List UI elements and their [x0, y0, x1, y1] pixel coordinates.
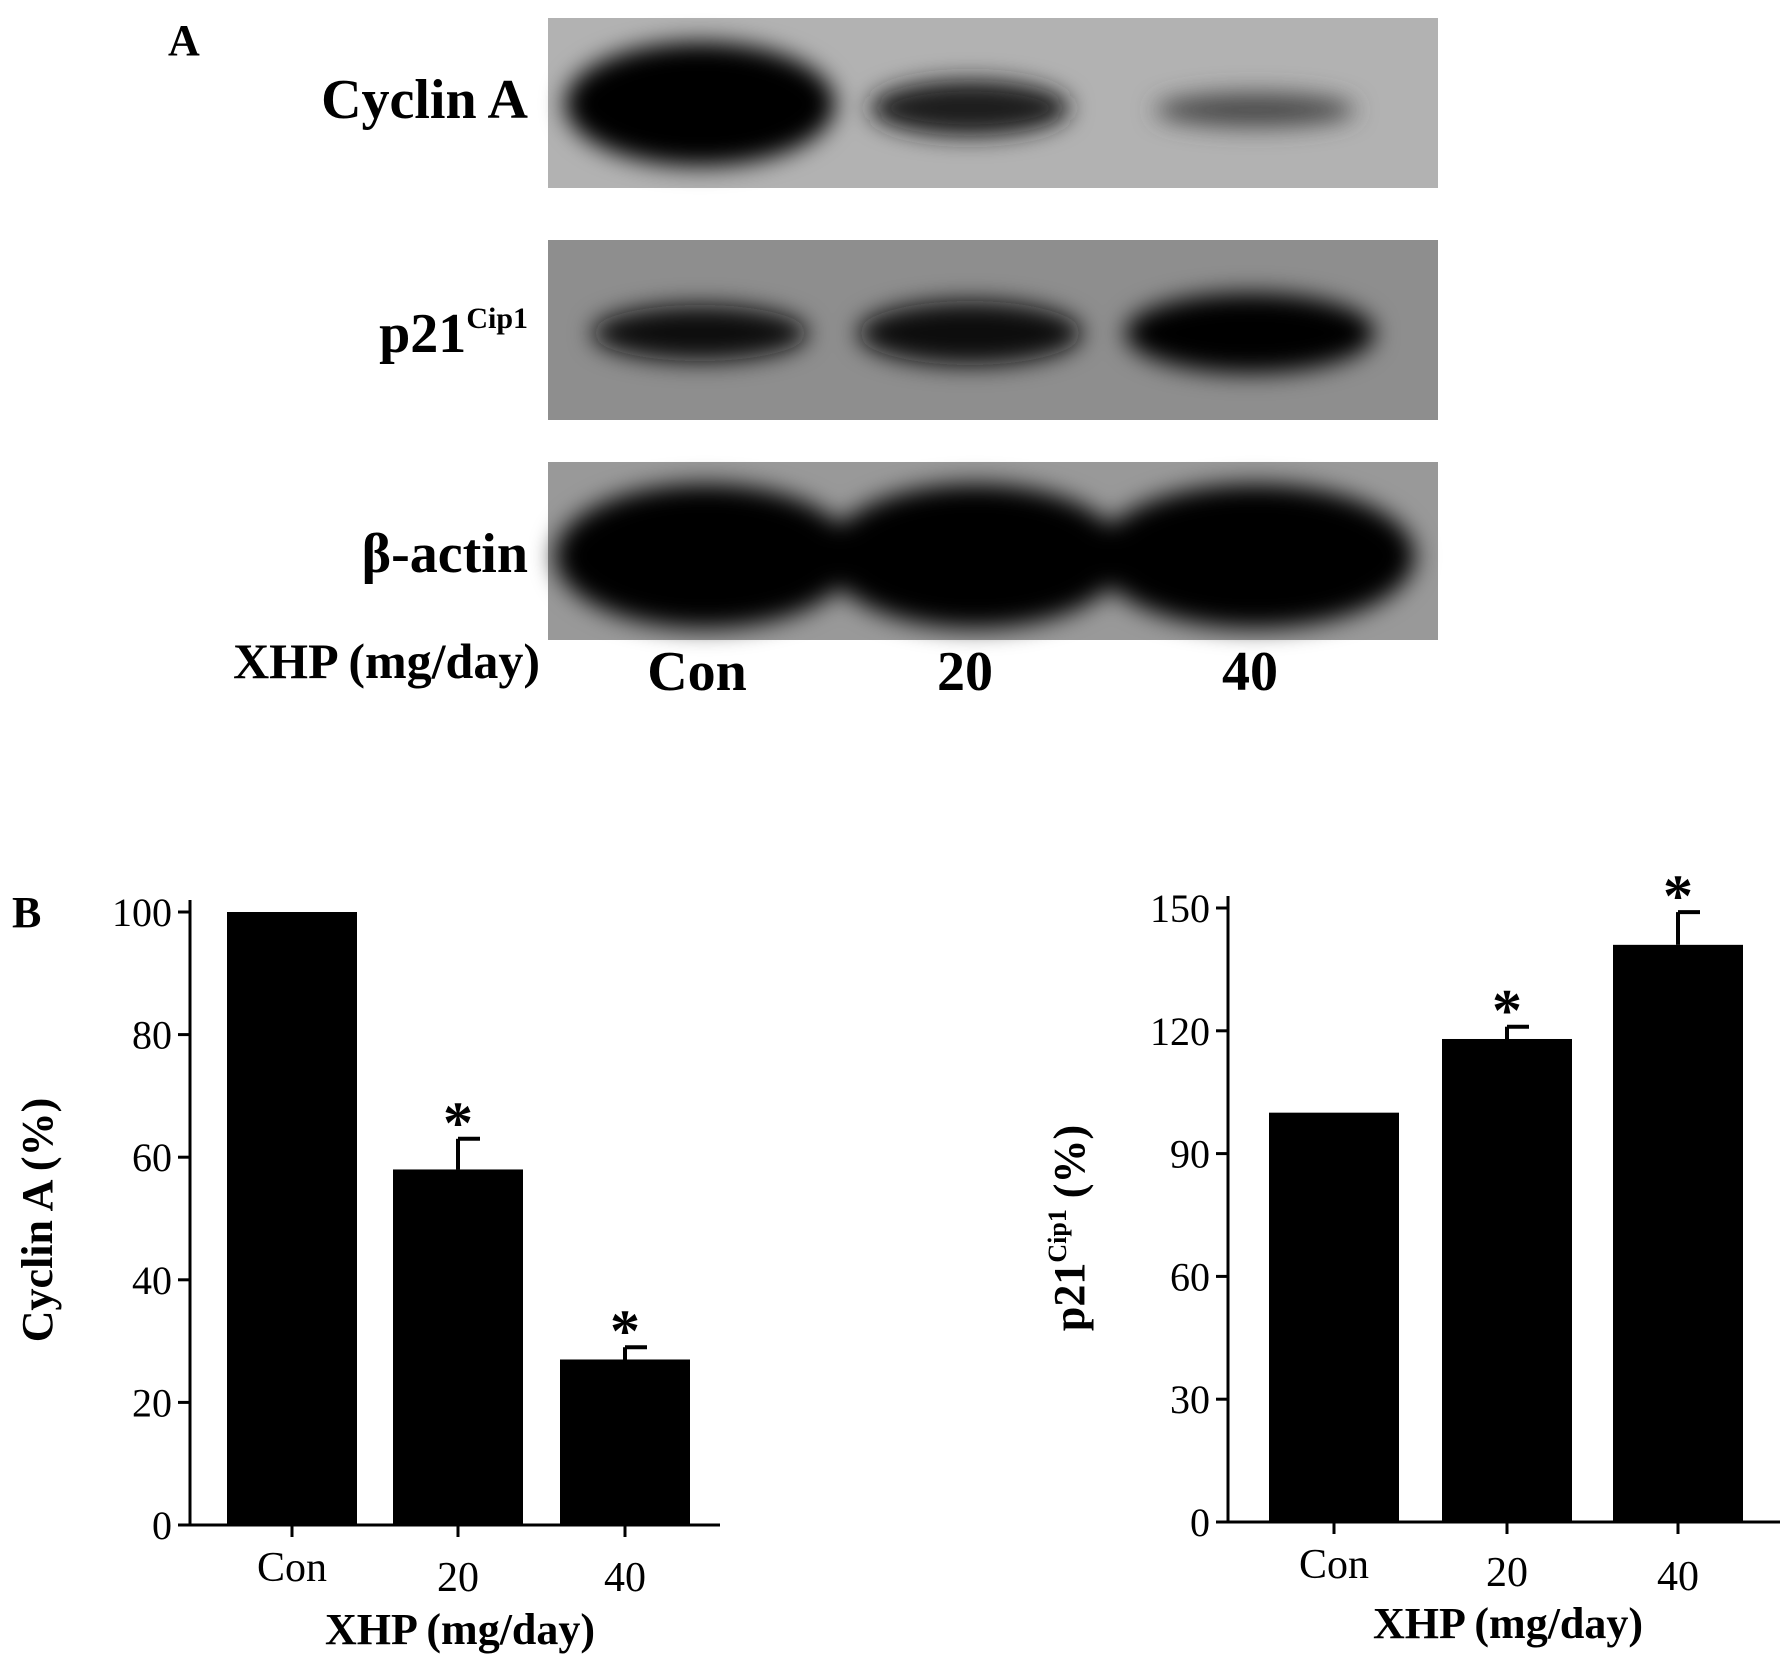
blot-membrane-cyclin-a — [548, 18, 1438, 188]
band-beta-actin-40 — [1095, 484, 1415, 628]
y-tick-label: 150 — [1150, 886, 1210, 931]
y-tick-label: 30 — [1170, 1377, 1210, 1422]
y-tick-label: 100 — [112, 890, 172, 935]
bar — [393, 1169, 523, 1525]
y-tick-label: 90 — [1170, 1132, 1210, 1177]
blot-label-p21: p21Cip1 — [379, 302, 528, 365]
x-tick-label: 20 — [437, 1555, 479, 1601]
bar — [1442, 1038, 1572, 1522]
band-p21-20 — [858, 301, 1082, 365]
significance-marker: * — [443, 1090, 473, 1156]
y-axis-label-main: Cyclin A (%) — [13, 1098, 62, 1342]
y-tick-label: 20 — [132, 1380, 172, 1425]
panel-a-western-blot: A Cyclin A p21Cip1 β-actin XHP (mg/day) … — [168, 16, 1438, 703]
blot-membrane-p21 — [548, 240, 1438, 420]
blot-label-beta-actin: β-actin — [362, 523, 528, 585]
blot-lane-label-40: 40 — [1222, 641, 1278, 703]
y-axis-label-main: p21 — [1045, 1263, 1094, 1331]
significance-marker: * — [1663, 863, 1693, 929]
bar — [227, 912, 357, 1525]
blot-membrane-beta-actin — [548, 462, 1438, 640]
chart-cyclin-a: 0 20 40 60 80 100 Con 20 * 40 * XHP (mg/day) Cyclin … — [13, 890, 720, 1654]
y-tick-label: 60 — [132, 1135, 172, 1180]
band-cyclin-a-20 — [870, 80, 1070, 136]
band-p21-40 — [1125, 293, 1375, 373]
x-axis-label: XHP (mg/day) — [1373, 1599, 1643, 1648]
significance-marker: * — [1492, 978, 1522, 1044]
band-beta-actin-20 — [825, 484, 1125, 628]
bar — [1613, 944, 1743, 1522]
y-tick-label: 40 — [132, 1258, 172, 1303]
band-cyclin-a-40 — [1155, 93, 1355, 127]
blot-lane-label-con: Con — [647, 641, 747, 703]
bar — [560, 1359, 690, 1525]
band-p21-con — [592, 305, 808, 361]
y-axis-label: Cyclin A (%) — [13, 1098, 62, 1342]
x-axis-label: XHP (mg/day) — [325, 1605, 595, 1654]
panel-b-label: B — [12, 888, 41, 937]
panel-a-label: A — [168, 16, 200, 65]
blot-label-cyclin-a: Cyclin A — [321, 69, 528, 131]
band-beta-actin-con — [555, 484, 855, 628]
y-tick-label: 120 — [1150, 1009, 1210, 1054]
x-tick-label: Con — [1299, 1542, 1369, 1588]
significance-marker: * — [610, 1298, 640, 1364]
y-axis-label: p21Cip1 (%) — [1043, 1125, 1094, 1331]
x-tick-label: Con — [257, 1545, 327, 1591]
blot-label-p21-superscript: Cip1 — [466, 302, 528, 335]
x-tick-label: 40 — [1657, 1554, 1699, 1600]
y-tick-label: 80 — [132, 1013, 172, 1058]
x-tick-label: 20 — [1486, 1550, 1528, 1596]
blot-lane-label-20: 20 — [937, 641, 993, 703]
blot-treatment-label: XHP (mg/day) — [233, 633, 540, 689]
band-cyclin-a-con — [565, 42, 835, 166]
x-tick-label: 40 — [604, 1555, 646, 1601]
y-axis-label-superscript: Cip1 — [1043, 1209, 1072, 1262]
y-axis-label-suffix: (%) — [1045, 1125, 1094, 1209]
y-tick-label: 60 — [1170, 1254, 1210, 1299]
y-tick-label: 0 — [1190, 1500, 1210, 1545]
chart-p21: 0 30 60 90 120 150 Con 20 * 40 * XHP (mg/day) p21Cip… — [1043, 863, 1780, 1648]
blot-label-p21-main: p21 — [379, 303, 466, 365]
y-tick-label: 0 — [152, 1503, 172, 1548]
bar — [1269, 1112, 1399, 1522]
